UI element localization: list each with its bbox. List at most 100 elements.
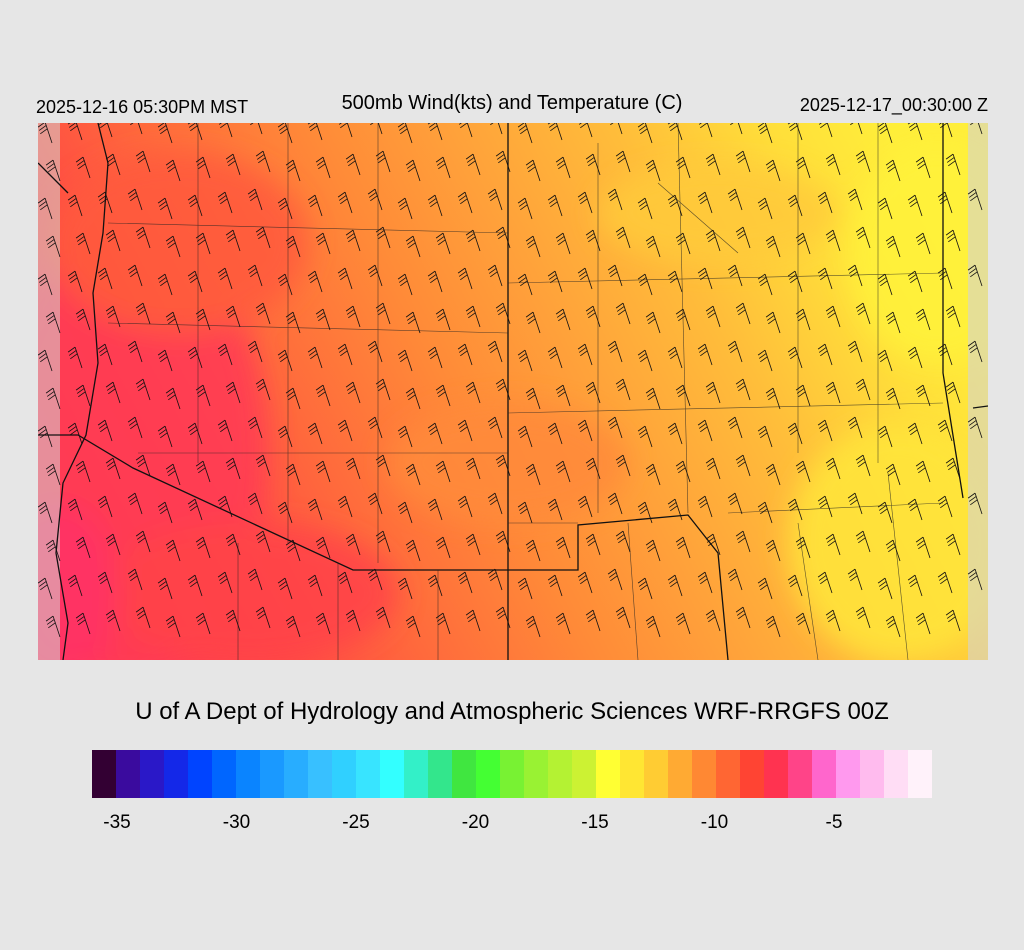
wind-barb [38,501,53,524]
colorbar-tick-label: -10 [700,812,729,833]
wind-barb [375,302,391,325]
colorbar-swatch [836,750,860,798]
wind-barb [315,308,331,331]
wind-barb [517,425,533,448]
wind-barb [877,425,893,448]
wind-barb [607,188,623,211]
wind-barb [337,571,353,594]
wind-barb [675,384,691,407]
wind-barb [645,615,661,638]
wind-barb [885,539,901,562]
wind-barb [277,349,293,372]
wind-barb [637,425,653,448]
wind-barb [607,492,623,515]
wind-barb [345,533,361,556]
wind-barb [307,270,323,293]
wind-barb [945,229,961,252]
wind-barb [427,194,443,217]
wind-barb [907,194,923,217]
wind-barb [487,340,503,363]
wind-barb [645,311,661,334]
wind-barb [225,153,241,176]
colorbar-swatch [860,750,884,798]
wind-barb [225,609,241,632]
wind-barb [187,574,203,597]
wind-barb [757,123,773,144]
wind-barb [255,226,271,249]
wind-barb [45,387,61,410]
wind-barb [487,264,503,287]
wind-barb [765,235,781,258]
wind-barb [217,343,233,366]
wind-barb [525,311,541,334]
wind-barb [615,606,631,629]
wind-barb [547,270,563,293]
wind-barb [225,305,241,328]
wind-barb [645,463,661,486]
wind-barb [825,153,841,176]
wind-barb [787,270,803,293]
wind-barb [577,571,593,594]
colorbar-swatch [884,750,908,798]
wind-barb [675,536,691,559]
wind-barb [937,191,953,214]
wind-barb [547,422,563,445]
wind-barb [705,457,721,480]
wind-barb [817,191,833,214]
wind-barb [945,381,961,404]
wind-barb [907,123,923,141]
wind-barb [397,273,413,296]
wind-barb [735,378,751,401]
wind-barb [255,378,271,401]
wind-barb [825,533,841,556]
wind-barb [735,150,751,173]
wind-barb [495,226,511,249]
colorbar-swatch [140,750,164,798]
wind-barb [337,495,353,518]
wind-barb [67,270,83,293]
wind-barb [945,457,961,480]
wind-barb [885,235,901,258]
wind-barb [607,340,623,363]
wind-barb [765,463,781,486]
wind-barb [547,574,563,597]
wind-barb [585,229,601,252]
wind-barb [517,197,533,220]
wind-barb [247,188,263,211]
colorbar-swatch [812,750,836,798]
wind-barb [75,612,91,635]
wind-barb [457,571,473,594]
wind-barb [135,378,151,401]
wind-barb [787,498,803,521]
wind-barb [795,612,811,635]
wind-barb [517,273,533,296]
wind-barb [157,501,173,524]
wind-barb [307,346,323,369]
map-title: 500mb Wind(kts) and Temperature (C) [341,92,683,114]
colorbar-swatch [404,750,428,798]
wind-barb [855,454,871,477]
wind-barb [555,156,571,179]
wind-barb [727,416,743,439]
wind-barb [847,416,863,439]
wind-barb [877,577,893,600]
wind-barb [607,568,623,591]
wind-barb [225,457,241,480]
wind-barb [637,273,653,296]
wind-barb [757,501,773,524]
wind-barb [135,150,151,173]
wind-barb [615,226,631,249]
wind-barb [285,463,301,486]
wind-barb [75,460,91,483]
wind-barb [127,416,143,439]
wind-barb [247,568,263,591]
wind-barb [97,571,113,594]
wind-barb [915,612,931,635]
wind-barb [285,311,301,334]
wind-barb [105,533,121,556]
wind-barb [705,381,721,404]
colorbar-swatch [92,750,116,798]
wind-barb [555,232,571,255]
wind-barb [127,340,143,363]
wind-barb [457,267,473,290]
